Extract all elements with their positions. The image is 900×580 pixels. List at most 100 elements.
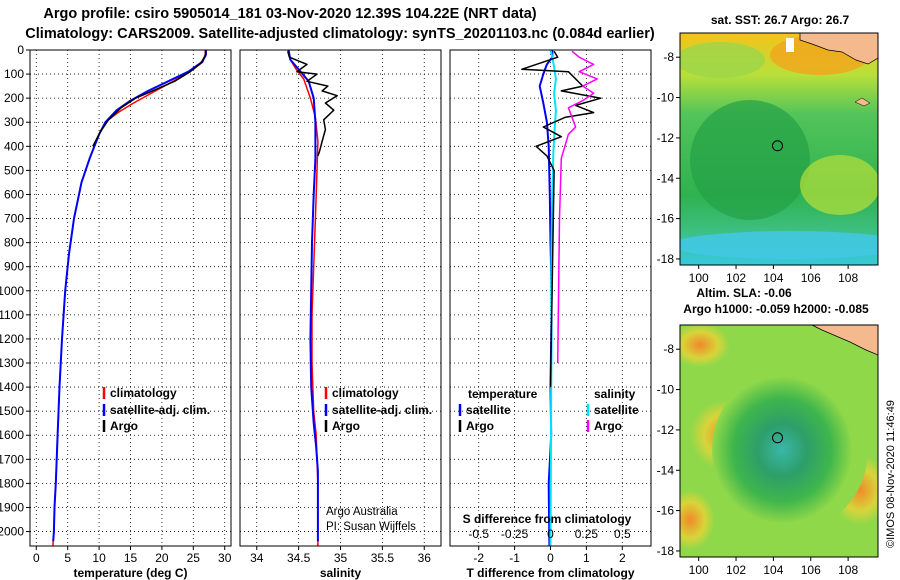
sst-land-small	[854, 97, 871, 107]
depth-tick-label: 200	[4, 91, 24, 105]
difference-s-tick-label: 0.5	[614, 527, 631, 541]
difference-xlabel: T difference from climatology	[466, 566, 634, 580]
salinity-note-line1: Argo Australia	[326, 506, 398, 518]
depth-tick-label: 1100	[0, 308, 24, 322]
depth-tick-label: 0	[17, 43, 24, 57]
temperature-xtick-label: 15	[124, 551, 138, 565]
sst-map	[679, 32, 879, 266]
depth-tick-label: 700	[4, 212, 24, 226]
difference-panel: -2 -1 0 1 2T difference from climatology	[449, 49, 652, 580]
sst_map-xtick-label: 104	[763, 271, 783, 285]
salinity-note-line2: PI: Susan Wijffels	[326, 521, 416, 533]
sst_map-xtick-label: 102	[726, 271, 746, 285]
salinity-legend-label: satellite-adj. clim.	[332, 403, 432, 417]
depth-tick-label: 500	[4, 163, 24, 177]
difference-legend-label: satellite	[466, 403, 511, 417]
difference-legend-temperature-header: temperature	[468, 387, 538, 401]
difference-legend-salinity-header: salinity	[594, 387, 636, 401]
temperature-series-line	[52, 50, 207, 542]
sla_map-xtick-label: 108	[838, 563, 858, 577]
imos-credit: ©IMOS 08-Nov-2020 11:46:49	[885, 400, 897, 548]
difference-series-line	[521, 50, 602, 388]
sst-map-title: sat. SST: 26.7 Argo: 26.7	[711, 13, 850, 27]
temperature-series-line	[52, 50, 206, 547]
temperature-legend-label: climatology	[110, 386, 177, 400]
sla_map-xtick-label: 106	[801, 563, 821, 577]
depth-tick-label: 1900	[0, 500, 24, 514]
sst-map-frame	[679, 32, 879, 266]
depth-tick-label: 2000	[0, 525, 24, 539]
salinity-xtick-label: 36	[418, 551, 432, 565]
salinity-panel: 34 34.5 35 35.5 36 salinity	[239, 49, 442, 580]
salinity-series-line	[287, 49, 319, 546]
salinity-series-line	[286, 50, 338, 157]
sla-map-frame	[679, 324, 879, 558]
sst-map-texture	[680, 35, 878, 259]
sst_map-ytick-label: -16	[657, 212, 675, 226]
depth-tick-label: 1700	[0, 452, 24, 466]
depth-tick-label: 300	[4, 115, 24, 129]
depth-tick-label: 100	[4, 67, 24, 81]
sla_map-ytick-label: -14	[657, 463, 675, 477]
temperature-series-line	[92, 51, 207, 147]
difference-s-tick-label: 0	[547, 527, 554, 541]
salinity-legend-label: Argo	[332, 419, 360, 433]
sla-map-subtitle: Argo h1000: -0.059 h2000: -0.085	[683, 302, 869, 316]
salinity-series-line	[287, 49, 319, 542]
temperature-xtick-label: 25	[187, 551, 201, 565]
sst_map-ytick-label: -10	[657, 91, 675, 105]
salinity-xtick-label: 34.5	[287, 551, 311, 565]
sst_map-xtick-label: 106	[801, 271, 821, 285]
depth-tick-label: 1500	[0, 404, 24, 418]
temperature-legend-label: satellite-adj. clim.	[110, 403, 210, 417]
difference-s-tick-label: 0.25	[575, 527, 599, 541]
temperature-xtick-label: 30	[218, 551, 232, 565]
difference-series-line	[556, 50, 598, 364]
sst_map-ytick-label: -18	[657, 252, 675, 266]
temperature-xtick-label: 0	[33, 551, 40, 565]
difference-legend-label: Argo	[594, 419, 622, 433]
sla_map-xtick-label: 100	[689, 563, 709, 577]
sst_map-ytick-label: -8	[663, 50, 674, 64]
sla_map-ytick-label: -12	[657, 423, 675, 437]
sst_map-argo-marker	[772, 140, 784, 152]
difference-s-tick-label: -0.5	[468, 527, 489, 541]
difference-xtick-label: -1	[509, 551, 520, 565]
sla-map	[679, 324, 879, 558]
chart-title-line2: Climatology: CARS2009. Satellite-adjuste…	[25, 26, 655, 42]
difference-xtick-label: 1	[583, 551, 590, 565]
sla_map-ytick-label: -8	[663, 342, 674, 356]
difference-xtick-label: 0	[547, 551, 554, 565]
depth-tick-label: 400	[4, 139, 24, 153]
sla_map-xtick-label: 104	[763, 563, 783, 577]
depth-tick-label: 1800	[0, 476, 24, 490]
salinity-xlabel: salinity	[320, 566, 362, 580]
depth-tick-label: 800	[4, 236, 24, 250]
temperature-xtick-label: 5	[64, 551, 71, 565]
temperature-panel: 0 5 10 15 20 25 30 temperature (deg C)	[29, 49, 232, 580]
difference-legend-label: Argo	[466, 419, 494, 433]
difference-s-axis-label: S difference from climatology	[463, 512, 632, 526]
sla_map-ytick-label: -16	[657, 504, 675, 518]
salinity-xtick-label: 35	[334, 551, 348, 565]
depth-tick-label: 900	[4, 260, 24, 274]
temperature-xlabel: temperature (deg C)	[73, 566, 187, 580]
sst_map-ytick-label: -12	[657, 131, 675, 145]
chart-title-line1: Argo profile: csiro 5905014_181 03-Nov-2…	[43, 6, 537, 22]
depth-tick-label: 1600	[0, 428, 24, 442]
sla-map-texture	[680, 325, 878, 550]
sla_map-ytick-label: -10	[657, 383, 675, 397]
temperature-legend-label: Argo	[110, 419, 138, 433]
difference-xtick-label: 2	[619, 551, 626, 565]
difference-s-tick-label: -0.25	[501, 527, 529, 541]
sst_map-xtick-label: 108	[838, 271, 858, 285]
salinity-xtick-label: 34	[250, 551, 264, 565]
temperature-xtick-label: 20	[155, 551, 169, 565]
difference-xtick-label: -2	[473, 551, 484, 565]
depth-tick-label: 1000	[0, 284, 24, 298]
sst_map-ytick-label: -14	[657, 171, 675, 185]
temperature-xtick-label: 10	[92, 551, 106, 565]
salinity-xtick-label: 35.5	[371, 551, 395, 565]
sst_map-xtick-label: 100	[689, 271, 709, 285]
